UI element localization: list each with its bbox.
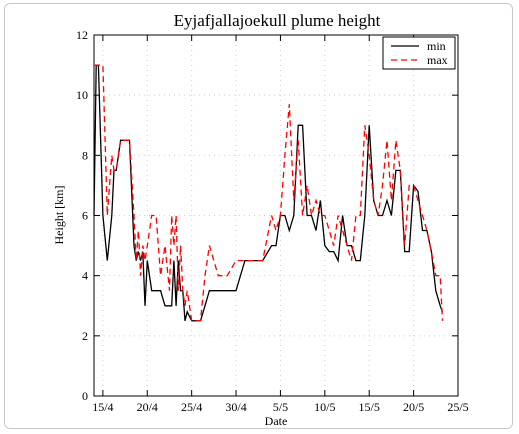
x-tick-label: 30/4 xyxy=(225,400,246,414)
x-tick-label: 25/4 xyxy=(181,400,202,414)
y-tick-label: 6 xyxy=(82,209,88,223)
y-tick-label: 0 xyxy=(82,389,88,403)
x-tick-label: 20/5 xyxy=(403,400,424,414)
chart-title: Eyjafjallajoekull plume height xyxy=(174,11,381,30)
legend-label-max: max xyxy=(427,53,448,67)
y-tick-label: 4 xyxy=(82,269,88,283)
x-axis-label: Date xyxy=(265,414,288,428)
y-tick-label: 8 xyxy=(82,148,88,162)
x-tick-label: 15/4 xyxy=(92,400,113,414)
x-axis-ticks: 15/4 20/4 25/4 30/4 5/5 10/5 15/5 20/5 25/5 xyxy=(92,35,469,414)
chart-frame xyxy=(4,3,513,429)
legend-box xyxy=(382,36,456,70)
y-tick-label: 10 xyxy=(76,88,88,102)
x-tick-label: 20/4 xyxy=(137,400,158,414)
legend-label-min: min xyxy=(427,39,446,53)
y-tick-label: 12 xyxy=(76,28,88,42)
y-axis-ticks: 0 2 4 6 8 10 12 xyxy=(76,28,458,403)
legend: min max xyxy=(382,36,456,70)
series-line-max xyxy=(94,64,444,322)
y-axis-label: Height [km] xyxy=(52,186,66,245)
x-tick-label: 10/5 xyxy=(314,400,335,414)
series-lines xyxy=(93,64,444,322)
x-tick-label: 5/5 xyxy=(273,400,288,414)
x-tick-label: 25/5 xyxy=(447,400,468,414)
y-tick-label: 2 xyxy=(82,329,88,343)
x-tick-label: 15/5 xyxy=(359,400,380,414)
